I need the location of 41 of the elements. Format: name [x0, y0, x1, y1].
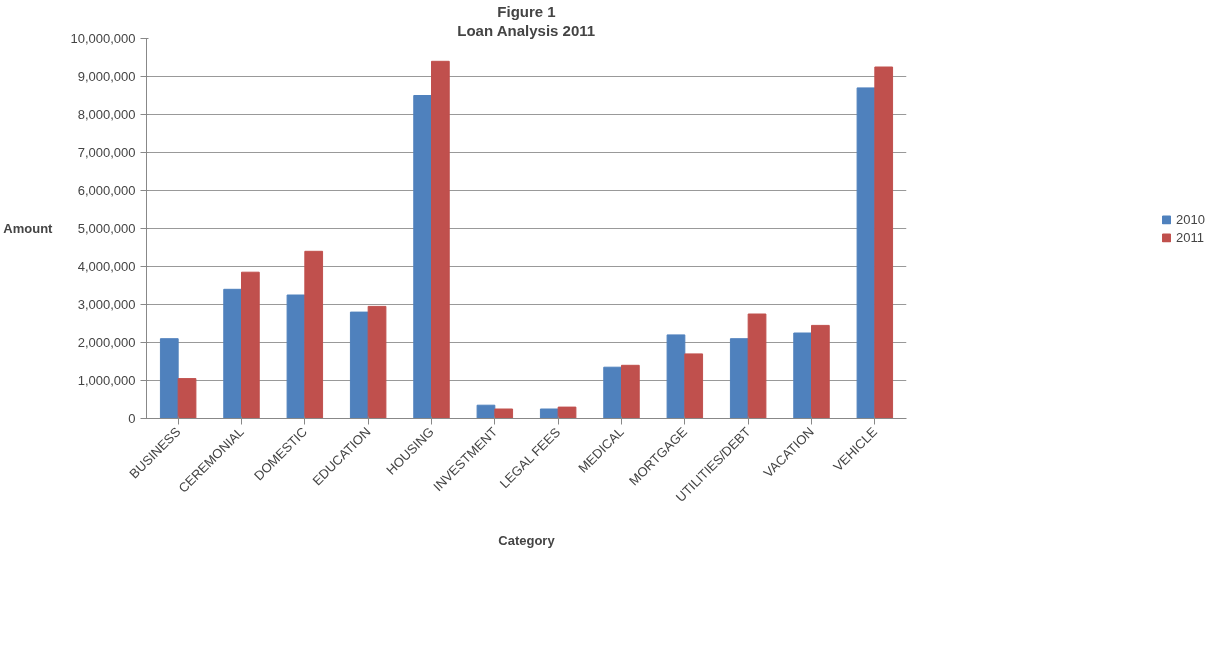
y-tick-label: 2,000,000: [77, 335, 136, 350]
bar: [811, 324, 830, 419]
y-tick-label: 0: [128, 411, 136, 426]
y-tick-label: 4,000,000: [77, 259, 136, 274]
bar: [539, 408, 559, 419]
bar: [666, 334, 686, 419]
bar: [177, 378, 197, 419]
bar: [874, 66, 894, 419]
bar: [476, 404, 496, 419]
bar: [684, 353, 704, 419]
chart-title: Figure 1: [497, 2, 556, 20]
bar: [621, 364, 640, 419]
y-axis-title: Amount: [3, 221, 54, 236]
y-tick-label: 1,000,000: [77, 373, 136, 388]
x-axis-title: Category: [498, 533, 556, 549]
y-tick-label: 10,000,000: [70, 31, 136, 46]
bar: [729, 338, 749, 419]
legend-label: 2011: [1176, 229, 1205, 245]
bar: [431, 60, 450, 419]
y-tick-label: 6,000,000: [77, 183, 136, 198]
bar: [603, 366, 622, 419]
bar: [557, 406, 577, 419]
y-tick-label: 9,000,000: [77, 69, 136, 84]
bar: [223, 288, 242, 419]
bar: [367, 305, 387, 419]
bar: [793, 332, 812, 419]
y-tick-label: 5,000,000: [77, 221, 136, 236]
bar: [413, 95, 432, 419]
y-tick-label: 7,000,000: [77, 145, 136, 160]
bar: [349, 311, 369, 419]
bar: [159, 338, 179, 419]
bar: [747, 313, 767, 419]
y-tick-label: 8,000,000: [77, 107, 136, 122]
bar: [286, 294, 306, 419]
bar: [241, 271, 260, 419]
bar: [304, 250, 324, 419]
bar: [494, 408, 514, 419]
bar: [856, 87, 876, 419]
y-tick-label: 3,000,000: [77, 297, 136, 312]
legend-label: 2010: [1176, 211, 1205, 227]
chart-subtitle: Loan Analysis 2011: [457, 21, 596, 39]
